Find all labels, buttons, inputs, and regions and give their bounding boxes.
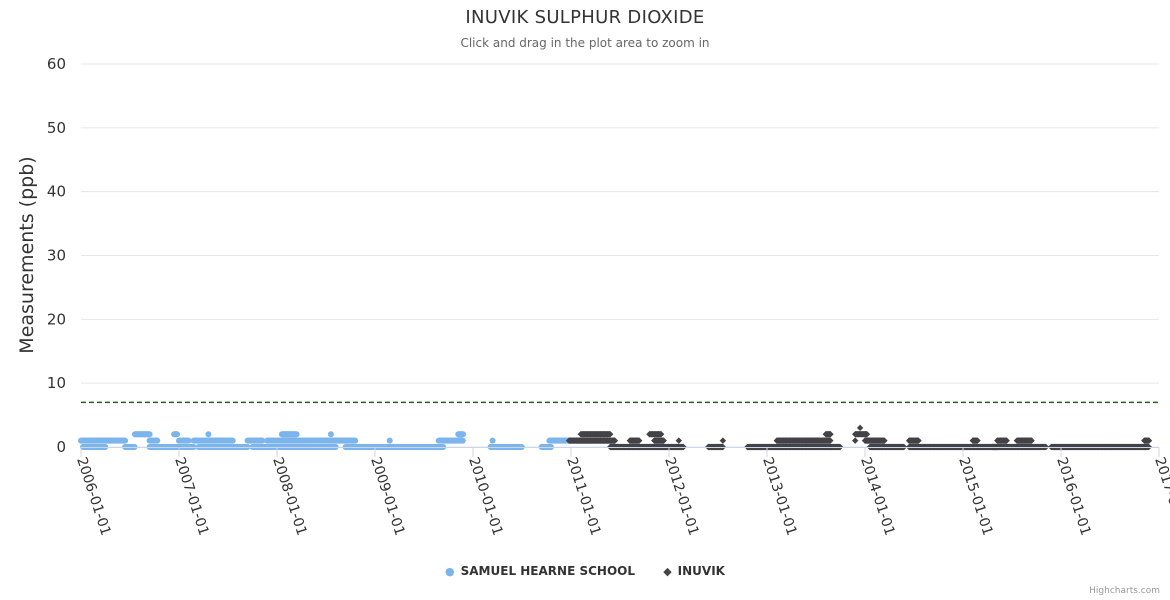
data-point: [460, 431, 467, 438]
data-point: [293, 431, 300, 438]
data-point: [386, 437, 393, 444]
y-tick-label: 30: [47, 247, 66, 265]
y-tick-label: 20: [47, 310, 66, 328]
data-point: [327, 431, 334, 438]
x-tick-label: 2012-01-01: [661, 455, 701, 537]
data-point: [915, 437, 922, 444]
data-point: [174, 431, 181, 438]
data-point: [154, 437, 161, 444]
data-point: [881, 437, 888, 444]
y-tick-label: 50: [47, 119, 66, 137]
data-point: [146, 431, 153, 438]
credits-link[interactable]: Highcharts.com: [1089, 586, 1160, 596]
data-point: [974, 437, 981, 444]
data-point: [657, 431, 665, 438]
x-tick-label: 2007-01-01: [171, 455, 211, 537]
data-point: [607, 431, 614, 438]
data-point: [863, 431, 871, 438]
x-tick-label: 2010-01-01: [465, 455, 505, 537]
legend-label: INUVIK: [677, 564, 725, 578]
data-point: [675, 437, 682, 444]
legend-item-inuvik[interactable]: ◆ INUVIK: [663, 564, 725, 578]
data-point: [856, 424, 864, 432]
x-tick-label: 2014-01-01: [857, 455, 897, 537]
x-tick-label: 2016-01-01: [1053, 455, 1093, 537]
y-tick-label: 60: [47, 55, 66, 73]
data-point: [611, 437, 619, 444]
x-tick-label: 2006-01-01: [73, 455, 113, 537]
data-point: [827, 437, 834, 444]
data-point: [852, 437, 859, 444]
chart-subtitle: Click and drag in the plot area to zoom …: [460, 36, 710, 50]
data-point: [827, 431, 834, 438]
data-point: [259, 437, 266, 444]
x-tick-label: 2009-01-01: [367, 455, 407, 537]
y-tick-label: 0: [56, 438, 66, 456]
legend: ● SAMUEL HEARNE SCHOOL ◆ INUVIK: [0, 564, 1170, 578]
data-point: [1028, 437, 1035, 444]
data-point: [636, 437, 643, 444]
y-tick-labels: 0 10 20 30 40 50 60: [47, 55, 66, 456]
legend-item-samuel-hearne-school[interactable]: ● SAMUEL HEARNE SCHOOL: [445, 564, 635, 578]
x-tick-label: 2013-01-01: [759, 455, 799, 537]
diamond-marker-icon: ◆: [663, 565, 672, 578]
x-tick-label: 2017-01: [1151, 455, 1170, 516]
data-point: [185, 437, 192, 444]
data-point: [489, 437, 496, 444]
data-point: [719, 437, 727, 444]
x-axis: 2006-01-01 2007-01-01 2008-01-01 2009-01-01…: [73, 447, 1170, 538]
data-point: [660, 437, 667, 444]
data-point: [352, 437, 359, 444]
x-tick-label: 2011-01-01: [563, 455, 603, 537]
legend-label: SAMUEL HEARNE SCHOOL: [460, 564, 635, 578]
data-point: [1145, 437, 1153, 444]
data-point: [122, 437, 129, 444]
y-tick-label: 10: [47, 374, 66, 392]
chart-title: INUVIK SULPHUR DIOXIDE: [465, 7, 705, 28]
y-tick-label: 40: [47, 183, 66, 201]
grid-layer: [81, 63, 1159, 448]
data-point: [1003, 437, 1010, 444]
x-tick-label: 2008-01-01: [269, 455, 309, 537]
series-layer: [78, 424, 1153, 451]
data-point: [229, 437, 236, 444]
circle-marker-icon: ●: [445, 565, 455, 578]
x-tick-label: 2015-01-01: [955, 455, 995, 537]
data-point: [459, 437, 466, 444]
data-point: [205, 431, 212, 438]
